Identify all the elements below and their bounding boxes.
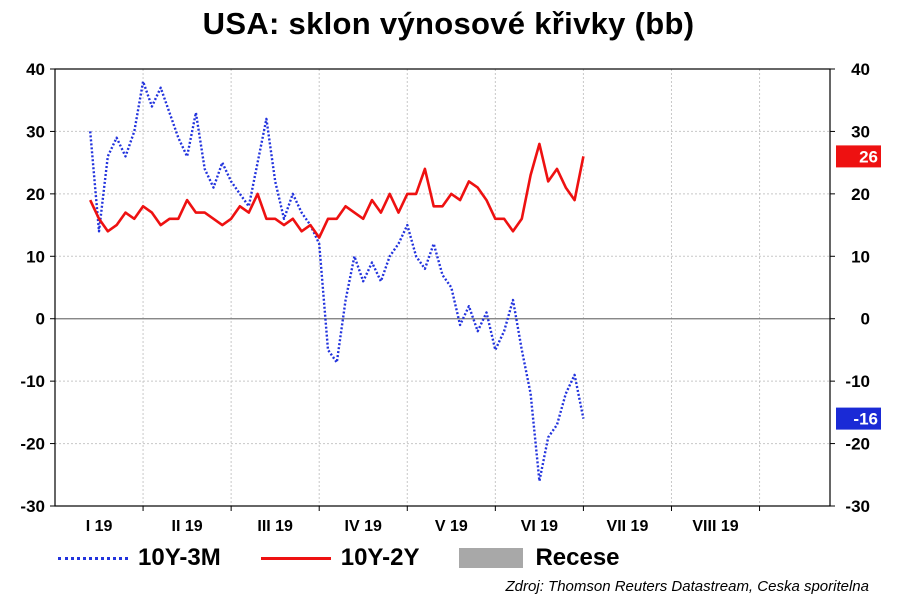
y-tick-label-right: 30 <box>851 122 870 141</box>
y-tick-label-left: 40 <box>26 60 45 79</box>
series-line-10y-2y <box>89 142 585 239</box>
y-tick-label-right: 40 <box>851 60 870 79</box>
plot-border <box>54 68 831 507</box>
y-tick-label-left: 30 <box>26 122 45 141</box>
y-axis-left: 40 30 20 10 0 -10 -20 -30 <box>20 60 45 516</box>
y-tick-label-right: 10 <box>851 247 870 266</box>
y-tick-label-right: -30 <box>845 497 870 516</box>
plot-area <box>55 69 830 506</box>
y-tick-label-right: -10 <box>845 372 870 391</box>
y-tick-label-left: -20 <box>20 435 45 454</box>
y-tick-label-left: -30 <box>20 497 45 516</box>
legend: 10Y-3M 10Y-2Y Recese <box>58 540 660 576</box>
legend-label: Recese <box>535 544 620 571</box>
x-tick-label: VIII 19 <box>692 518 738 535</box>
x-tick-label: I 19 <box>86 518 113 535</box>
y-tick-label-left: 0 <box>36 310 45 329</box>
legend-item-10y-3m: 10Y-3M <box>58 544 221 572</box>
x-axis: I 19 II 19 III 19 IV 19 V 19 VI 19 VII 19 VIII … <box>86 518 739 535</box>
value-badge <box>836 145 881 168</box>
legend-item-10y-2y: 10Y-2Y <box>260 544 420 572</box>
x-tick-label: VI 19 <box>521 518 558 535</box>
legend-label: 10Y-2Y <box>340 544 420 571</box>
y-tick-label-left: -10 <box>20 372 45 391</box>
chart-svg: 40 30 20 10 0 -10 -20 -30 40 30 20 10 0 -10 -20 -30 I … <box>20 60 881 535</box>
value-badge-label: -16 <box>853 410 878 429</box>
value-badge <box>836 407 881 430</box>
legend-item-recese: Recese <box>459 544 620 572</box>
series-group <box>89 80 585 483</box>
y-tick-label-right: -20 <box>845 435 870 454</box>
series-line-10y-3m <box>89 80 585 483</box>
y-axis-right: 40 30 20 10 0 -10 -20 -30 <box>845 60 870 516</box>
legend-swatch-box <box>459 548 524 568</box>
y-tick-label-left: 20 <box>26 185 45 204</box>
legend-swatch-solid <box>260 556 331 560</box>
x-tick-label: IV 19 <box>345 518 382 535</box>
value-badge-label: 26 <box>859 147 878 166</box>
vertical-gridlines <box>142 69 761 511</box>
legend-swatch-dotted <box>58 556 128 560</box>
x-tick-label: V 19 <box>435 518 468 535</box>
legend-label: 10Y-3M <box>138 544 221 571</box>
source-note: Zdroj: Thomson Reuters Datastream, Ceska… <box>505 578 869 595</box>
horizontal-gridlines <box>50 68 835 507</box>
chart-title: USA: sklon výnosové křivky (bb) <box>202 6 695 41</box>
x-tick-label: II 19 <box>172 518 203 535</box>
y-tick-label-right: 0 <box>861 310 870 329</box>
y-tick-label-right: 20 <box>851 185 870 204</box>
x-tick-label: VII 19 <box>607 518 649 535</box>
value-badges: 26 -16 <box>836 145 881 430</box>
y-tick-label-left: 10 <box>26 247 45 266</box>
x-tick-label: III 19 <box>257 518 293 535</box>
